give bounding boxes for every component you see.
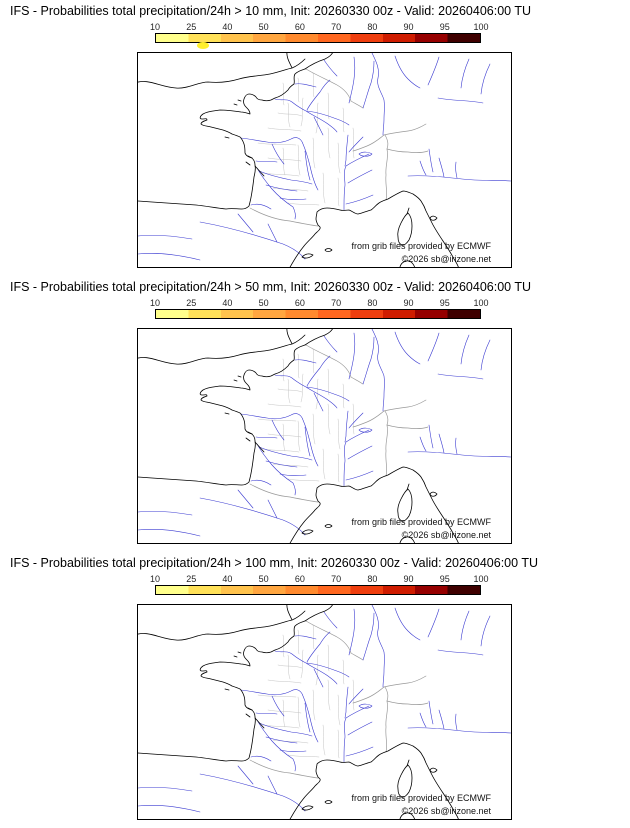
colorbar-tick: 70 bbox=[331, 22, 342, 32]
colorbar-tick: 95 bbox=[439, 574, 450, 584]
france-basemap-svg bbox=[138, 605, 511, 819]
colorbar-tick: 100 bbox=[473, 22, 489, 32]
colorbar-tick: 40 bbox=[222, 574, 233, 584]
map-france: from grib files provided by ECMWF ©2026 … bbox=[137, 328, 512, 544]
attribution-copyright: ©2026 sb@irizone.net bbox=[401, 254, 491, 264]
forecast-panel-100mm: IFS - Probabilities total precipitation/… bbox=[0, 552, 630, 828]
colorbar-tick: 80 bbox=[367, 22, 378, 32]
colorbar-tick: 50 bbox=[258, 298, 269, 308]
colorbar-tick: 80 bbox=[367, 574, 378, 584]
forecast-panel-10mm: IFS - Probabilities total precipitation/… bbox=[0, 0, 630, 276]
colorbar-tick: 90 bbox=[403, 298, 414, 308]
colorbar-gradient bbox=[155, 585, 481, 595]
colorbar-tick: 40 bbox=[222, 298, 233, 308]
colorbar-tick: 100 bbox=[473, 574, 489, 584]
colorbar-tick: 95 bbox=[439, 22, 450, 32]
france-basemap-svg bbox=[138, 53, 511, 267]
attribution-copyright: ©2026 sb@irizone.net bbox=[401, 530, 491, 540]
colorbar-tick: 70 bbox=[331, 574, 342, 584]
colorbar-tick: 50 bbox=[258, 574, 269, 584]
attribution-ecmwf: from grib files provided by ECMWF bbox=[351, 517, 491, 527]
colorbar-tick: 90 bbox=[403, 574, 414, 584]
colorbar-ticks: 10 25 40 50 60 70 80 90 95 100 bbox=[150, 298, 489, 309]
colorbar-tick: 10 bbox=[149, 22, 161, 32]
attribution-ecmwf: from grib files provided by ECMWF bbox=[351, 793, 491, 803]
colorbar-gradient bbox=[155, 33, 481, 43]
colorbar-tick: 25 bbox=[186, 298, 197, 308]
colorbar-ticks: 10 25 40 50 60 70 80 90 95 100 bbox=[150, 574, 489, 585]
france-basemap-svg bbox=[138, 329, 511, 543]
forecast-panel-50mm: IFS - Probabilities total precipitation/… bbox=[0, 276, 630, 552]
panel-title: IFS - Probabilities total precipitation/… bbox=[10, 556, 538, 570]
colorbar-tick: 25 bbox=[186, 574, 197, 584]
colorbar-tick: 60 bbox=[294, 22, 305, 32]
colorbar: 10 25 40 50 60 70 80 90 95 100 bbox=[150, 574, 489, 595]
panel-title: IFS - Probabilities total precipitation/… bbox=[10, 280, 532, 294]
colorbar-tick: 95 bbox=[439, 298, 450, 308]
map-france: from grib files provided by ECMWF ©2026 … bbox=[137, 604, 512, 820]
colorbar-ticks: 10 25 40 50 60 70 80 90 95 100 bbox=[150, 22, 489, 33]
colorbar-tick: 50 bbox=[258, 22, 269, 32]
colorbar-tick: 60 bbox=[294, 574, 305, 584]
colorbar-tick: 80 bbox=[367, 298, 378, 308]
panel-title: IFS - Probabilities total precipitation/… bbox=[10, 4, 532, 18]
colorbar-tick: 60 bbox=[294, 298, 305, 308]
colorbar-tick: 40 bbox=[222, 22, 233, 32]
probability-spot bbox=[197, 42, 209, 49]
map-france: from grib files provided by ECMWF ©2026 … bbox=[137, 52, 512, 268]
colorbar: 10 25 40 50 60 70 80 90 95 100 bbox=[150, 22, 489, 43]
colorbar: 10 25 40 50 60 70 80 90 95 100 bbox=[150, 298, 489, 319]
colorbar-tick: 10 bbox=[149, 574, 161, 584]
colorbar-tick: 90 bbox=[403, 22, 414, 32]
colorbar-tick: 25 bbox=[186, 22, 197, 32]
attribution-copyright: ©2026 sb@irizone.net bbox=[401, 806, 491, 816]
colorbar-tick: 70 bbox=[331, 298, 342, 308]
colorbar-tick: 100 bbox=[473, 298, 489, 308]
colorbar-gradient bbox=[155, 309, 481, 319]
attribution-ecmwf: from grib files provided by ECMWF bbox=[351, 241, 491, 251]
colorbar-tick: 10 bbox=[149, 298, 161, 308]
